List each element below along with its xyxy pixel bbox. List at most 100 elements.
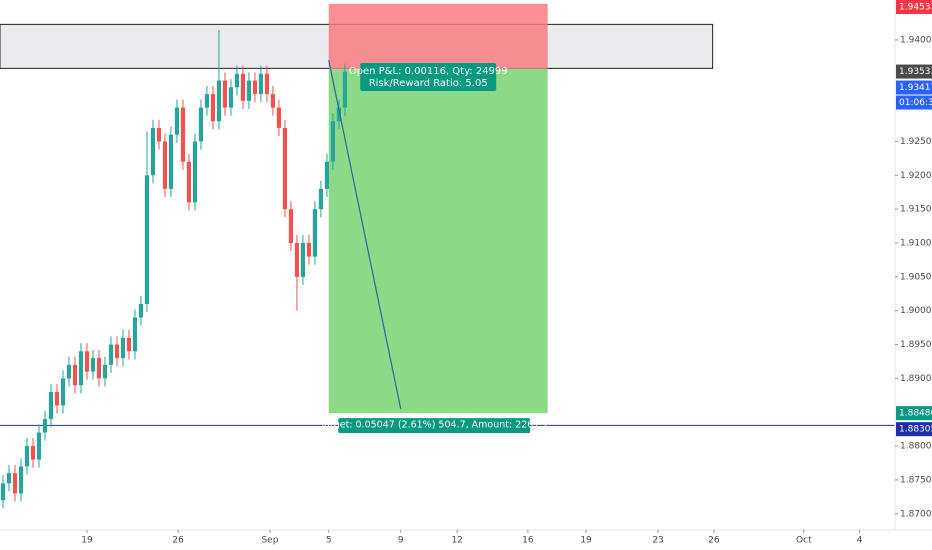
y-tick-label: 1.92500 [900,137,932,147]
candle-body [84,351,90,372]
candle-body [168,134,174,189]
candle-body [198,107,204,142]
x-tick-label: 23 [652,536,663,546]
candle-body [222,80,228,108]
candle-body [162,141,168,189]
y-tick-label: 1.89500 [900,340,932,350]
y-tick-label: 1.88000 [900,442,932,452]
candle-body [120,337,126,359]
x-tick-label: 4 [857,536,863,546]
price-badge [896,406,932,421]
candle-body [36,432,42,460]
y-tick-label: 1.90000 [900,306,932,316]
price-badge [896,0,932,14]
candle-body [48,391,54,419]
x-tick-label: Sep [261,536,278,546]
candle-body [306,243,312,257]
pnl-label-box [360,63,497,92]
candle-body [156,127,162,142]
candle-body [42,418,48,433]
price-badge [896,422,932,437]
candle-body [6,473,12,484]
candle-body [78,351,84,386]
candle-body [114,344,120,359]
price-badge [896,80,932,95]
candle-body [264,73,270,95]
candle-body [0,483,6,501]
y-tick-label: 1.91000 [900,239,932,249]
candle-body [324,161,330,189]
x-tick-label: 16 [522,536,534,546]
price-badge-label: 1.88486 [899,409,932,419]
candle-body [288,209,294,244]
y-tick-label: 1.89000 [900,374,932,384]
target-label-box [338,418,531,434]
candle-body [216,80,222,122]
y-tick-label: 1.87000 [900,509,932,519]
candle-body [246,80,252,101]
y-tick-label: 1.92000 [900,171,932,181]
candle-body [66,364,72,379]
price-badge-label: 1.93417 [899,83,932,93]
y-tick-label: 1.94000 [900,35,932,45]
candle-body [150,127,156,176]
candle-body [54,391,60,406]
candle-body [126,337,132,352]
y-tick-label: 1.90500 [900,272,932,282]
candle-body [90,358,96,372]
x-tick-label: 12 [451,536,462,546]
candle-body [282,127,288,210]
candle-body [258,73,264,95]
candle-body [210,94,216,122]
candle-body [132,317,138,352]
x-tick-label: 26 [708,536,720,546]
candle-body [204,94,210,108]
candle-body [138,303,144,318]
candle-body [30,446,36,460]
candle-body [276,107,282,128]
candle-body [108,344,114,365]
price-badge-label: 1.93533 [899,67,932,77]
candle-body [180,107,186,162]
candle-body [144,175,150,304]
rr-text: Risk/Reward Ratio: 5.05 [369,78,488,89]
candle-body [234,73,240,88]
candle-body [330,121,336,162]
x-tick-label: 19 [81,536,93,546]
candle-body [228,87,234,108]
candle-body [24,446,30,467]
candle-body [336,107,342,122]
y-tick-label: 1.91500 [900,205,932,215]
candle-body [174,107,180,135]
price-badge-label: 1.88305 [899,425,932,435]
candle-body [12,473,18,494]
candle-body [102,364,108,379]
candle-body [186,161,192,203]
target-zone [328,69,548,414]
x-tick-label: 5 [326,536,332,546]
price-badge-label: 1.94533 [899,3,932,13]
x-tick-label: 26 [172,536,184,546]
candle-body [72,364,78,386]
candle-body [96,358,102,379]
candle-body [294,243,300,277]
candle-body [318,188,324,210]
pnl-text: Open P&L: 0.00116, Qty: 24999 [349,66,508,77]
x-tick-label: 19 [580,536,592,546]
candle-body [270,94,276,108]
x-tick-label: Oct [796,536,812,546]
candle-body [18,466,24,494]
countdown: 01:06:32 [899,98,932,108]
candle-body [60,378,66,406]
trend-line [328,60,402,409]
price-badge [896,64,932,79]
candle-body [300,243,306,277]
x-tick-label: 9 [398,536,404,546]
target-text: Target: 0.05047 (2.61%) 504.7, Amount: 2… [319,420,549,431]
pnl-label: Open P&L: 0.00116, Qty: 24999Risk/Reward… [349,63,508,92]
stop-zone [328,3,548,70]
candle-body [312,209,318,257]
y-tick-label: 1.87500 [900,475,932,485]
candle-body [342,71,348,108]
